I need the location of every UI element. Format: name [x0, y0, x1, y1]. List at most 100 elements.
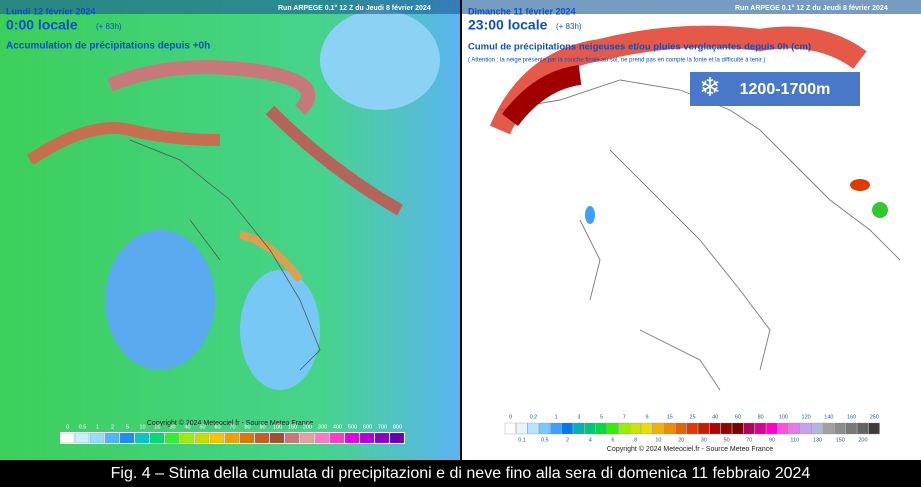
legend-swatch — [788, 422, 801, 435]
legend-label: 9 — [646, 414, 649, 420]
legend-swatch — [732, 422, 744, 435]
legend-swatch — [675, 422, 687, 435]
legend-label: 0 — [66, 424, 69, 430]
legend-label: 2 — [566, 437, 569, 443]
legend-label: 600 — [363, 424, 372, 430]
legend-swatch — [374, 432, 390, 444]
legend-swatch — [209, 432, 225, 444]
legend-swatch — [618, 422, 630, 435]
legend-swatch — [329, 432, 345, 444]
legend-label: 3 — [577, 414, 580, 420]
precip-area — [320, 10, 440, 110]
legend-swatch — [314, 432, 330, 444]
snow-area — [489, 25, 867, 135]
legend-swatch — [766, 422, 778, 435]
legend-swatch — [119, 432, 135, 444]
legend-swatch — [538, 422, 551, 435]
legend-label: 160 — [847, 414, 856, 420]
header-band — [462, 0, 921, 14]
legend-label: 250 — [870, 414, 879, 420]
legend-label: 500 — [348, 424, 357, 430]
legend-swatch — [629, 422, 642, 435]
legend-swatch — [595, 422, 607, 435]
legend-label: 20 — [154, 424, 160, 430]
legend-swatch — [777, 422, 789, 435]
legend-swatch — [239, 432, 255, 444]
legend-swatch — [504, 422, 517, 435]
legend-label: 150 — [288, 424, 297, 430]
legend-swatch — [164, 432, 180, 444]
legend-swatch — [224, 432, 240, 444]
legend-swatch — [284, 432, 300, 444]
legend-swatch — [823, 422, 835, 435]
left-map — [0, 0, 460, 460]
legend-label: 5 — [600, 414, 603, 420]
legend-label: 5 — [126, 424, 129, 430]
legend-label: 70 — [229, 424, 235, 430]
legend-label: 130 — [813, 437, 822, 443]
precip-band — [107, 60, 316, 115]
copyright: Copyright © 2024 Meteociel.fr - Source M… — [607, 445, 773, 453]
legend-swatch — [134, 432, 150, 444]
legend-swatch — [743, 422, 755, 435]
legend-label: 30 — [169, 424, 175, 430]
precip-area — [240, 270, 320, 390]
coastline — [129, 139, 321, 371]
legend-swatch — [698, 422, 710, 435]
legend-label: 60 — [214, 424, 220, 430]
legend-label: 8 — [634, 437, 637, 443]
legend-label: 1 — [555, 414, 558, 420]
legend-label: 0.5 — [541, 437, 549, 443]
legend-label: 0 — [509, 414, 512, 420]
legend-label: 300 — [318, 424, 327, 430]
legend-swatch — [254, 432, 270, 444]
legend-label: 800 — [393, 424, 402, 430]
legend-swatch — [149, 432, 165, 444]
caption: Fig. 4 – Stima della cumulata di precipi… — [0, 460, 921, 487]
legend-label: 150 — [836, 437, 845, 443]
legend-swatch — [720, 422, 732, 435]
legend-label: 70 — [746, 437, 752, 443]
legend-swatch — [845, 422, 857, 435]
legend-swatch — [389, 432, 405, 444]
coastline — [499, 79, 901, 391]
legend-label: 0.2 — [530, 414, 538, 420]
map-run: Run ARPEGE 0.1° 12 Z du Jeudi 8 février … — [278, 4, 431, 12]
map-note: ( Attention : la neige présente par la c… — [468, 58, 765, 64]
legend-label: 30 — [701, 437, 707, 443]
legend-swatch — [834, 422, 846, 435]
legend-label: 50 — [724, 437, 730, 443]
legend-swatch — [800, 422, 812, 435]
figure: Lundi 12 février 2024 0:00 locale (+ 83h… — [0, 0, 921, 460]
legend-swatch — [299, 432, 315, 444]
legend-label: 6 — [611, 437, 614, 443]
legend-label: 1 — [96, 424, 99, 430]
map-time: 0:00 locale — [6, 17, 78, 33]
legend-label: 80 — [758, 414, 764, 420]
legend-label: 80 — [244, 424, 250, 430]
legend-swatch — [584, 422, 596, 435]
snow-area — [502, 65, 582, 127]
legend-swatch — [663, 422, 676, 435]
legend-swatch — [607, 422, 619, 435]
map-time: 23:00 locale — [468, 17, 548, 33]
snow-area — [585, 206, 595, 224]
legend-label: 7 — [623, 414, 626, 420]
legend-swatch — [573, 422, 585, 435]
legend-label: 120 — [802, 414, 811, 420]
legend-swatch — [652, 422, 664, 435]
legend-swatch — [550, 422, 562, 435]
map-run: Run ARPEGE 0.1° 12 Z du Jeudi 8 février … — [735, 4, 888, 12]
legend-swatch — [344, 432, 360, 444]
legend-swatch — [179, 432, 195, 444]
precip-band — [26, 122, 221, 165]
altitude-badge: 1200-1700m — [740, 81, 831, 98]
legend-label: 200 — [858, 437, 867, 443]
legend-label: 15 — [667, 414, 673, 420]
legend-swatch — [359, 432, 375, 444]
badge-background — [690, 72, 860, 106]
legend-label: 0.1 — [518, 437, 526, 443]
precip-band — [265, 105, 403, 216]
legend-label: 200 — [303, 424, 312, 430]
